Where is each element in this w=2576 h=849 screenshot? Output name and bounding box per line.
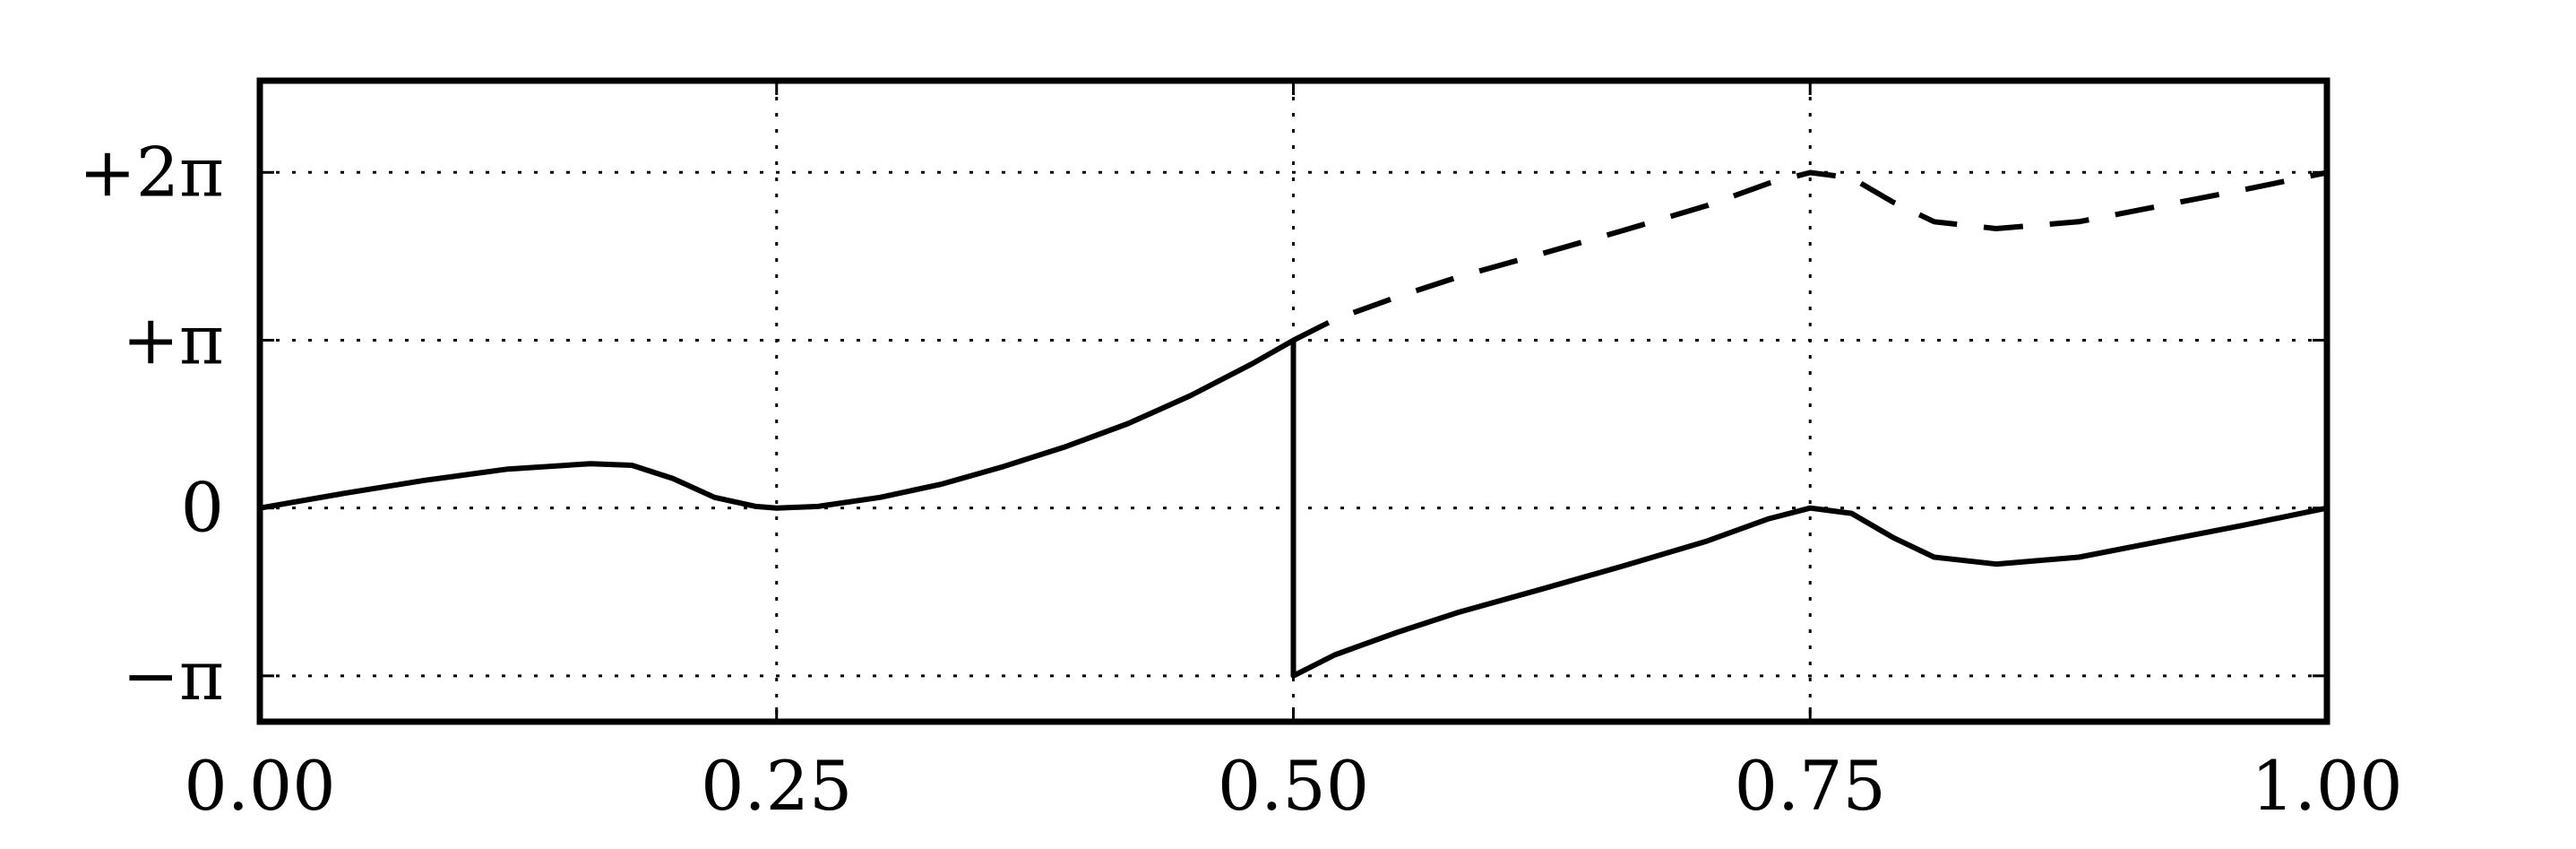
x-tick-label: 0.75 (1735, 746, 1886, 826)
x-tick-label: 0.50 (1218, 746, 1369, 826)
x-axis-tick-labels: 0.00 0.25 0.50 0.75 1.00 (184, 746, 2402, 826)
y-tick-label: −π (122, 636, 224, 715)
x-tick-label: 1.00 (2251, 746, 2402, 826)
series-line-dashed (1292, 169, 2328, 343)
y-tick-label: +π (122, 299, 224, 379)
x-tick-label: 0.25 (701, 746, 852, 826)
y-tick-label: +2π (79, 132, 224, 212)
y-tick-label: 0 (181, 468, 224, 548)
x-tick-label: 0.00 (184, 746, 335, 826)
series-lines (259, 169, 2328, 679)
y-axis-tick-labels: +2π +π 0 −π (79, 132, 224, 715)
plot-frame (256, 77, 2330, 725)
series-line-solid (259, 337, 2328, 679)
